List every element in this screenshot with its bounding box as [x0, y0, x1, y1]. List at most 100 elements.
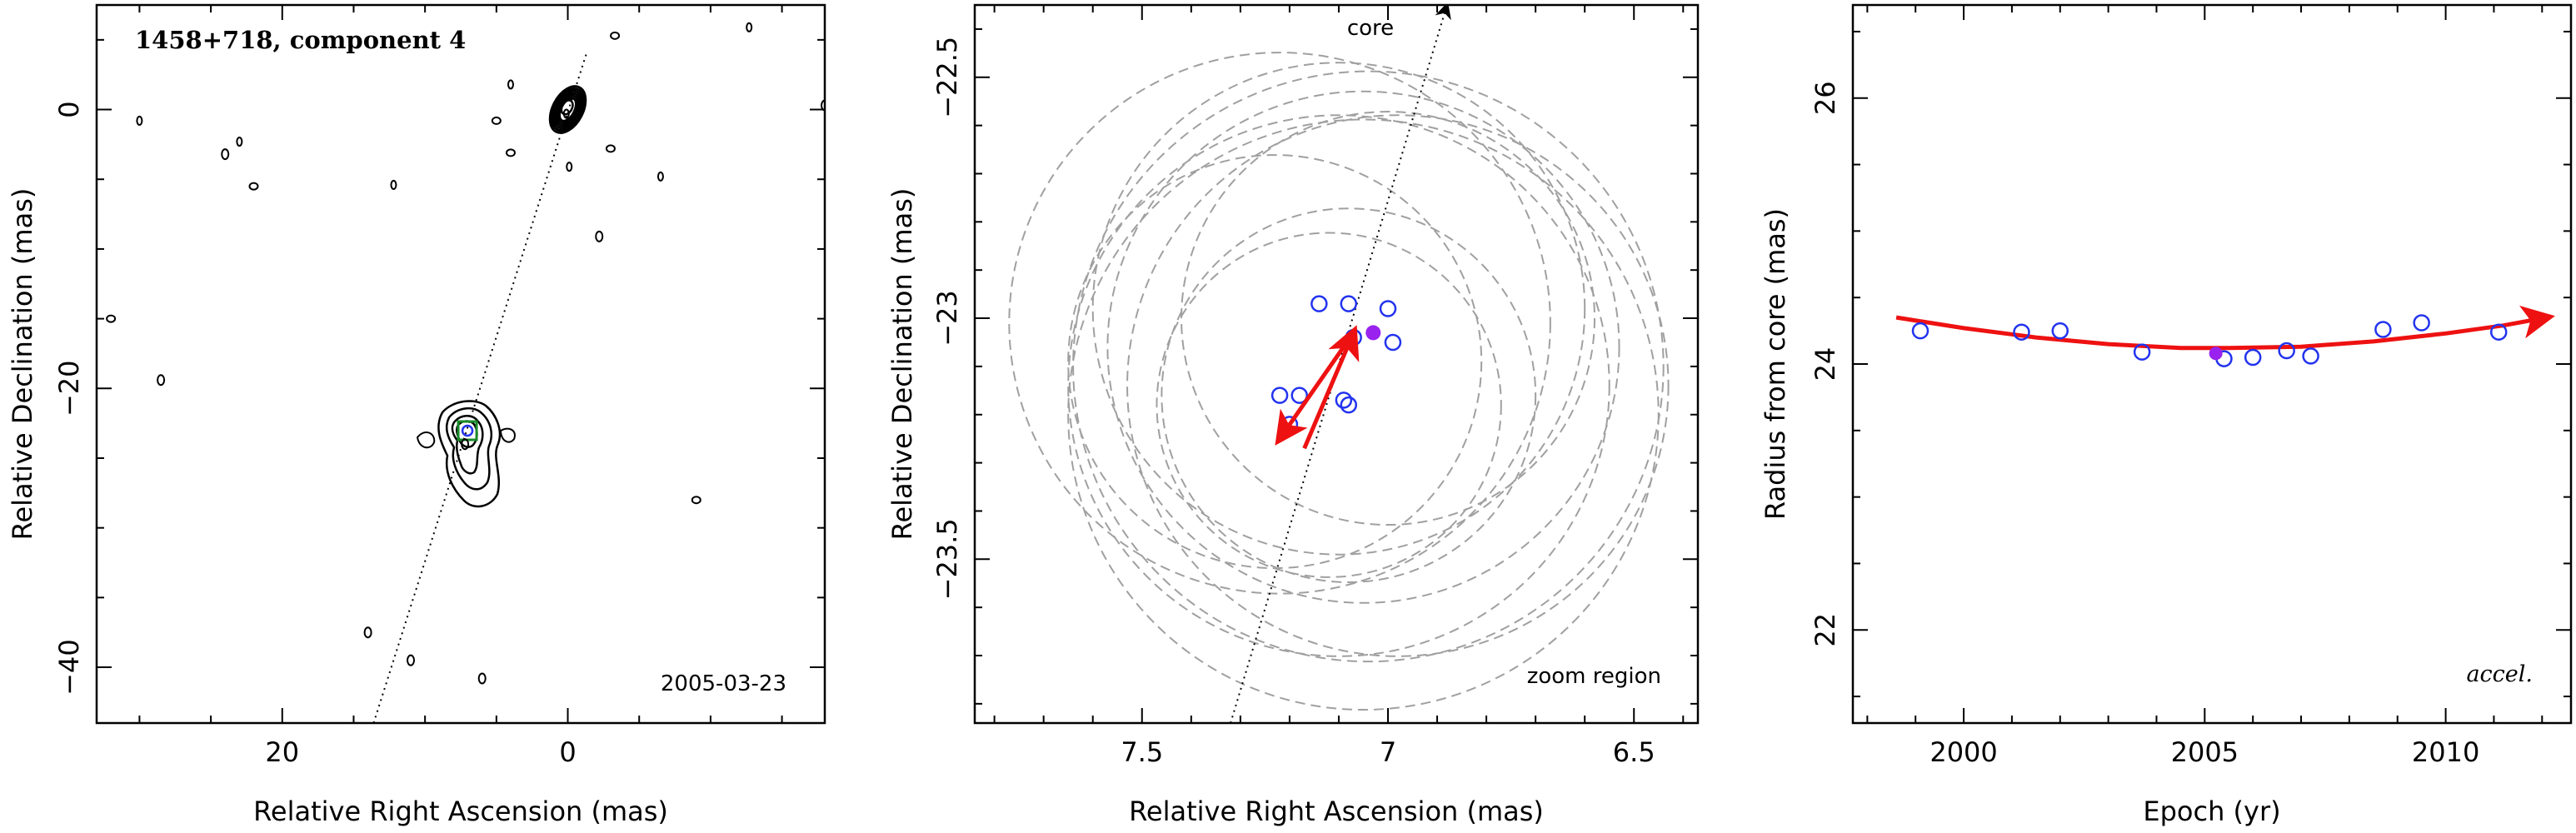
panel-2-zoom-label: zoom region: [1527, 664, 1661, 689]
panel-3-frame: [1851, 3, 2573, 725]
panel-2-y-tick-label: −22.5: [931, 37, 963, 118]
panel-1-x-axis-label: Relative Right Ascension (mas): [253, 796, 668, 827]
noise-island: [746, 22, 753, 32]
panel-1-frame: [95, 3, 826, 725]
core-contour-ring: [551, 87, 586, 132]
noise-island: [390, 179, 397, 190]
beam-circle: [1067, 154, 1483, 570]
panel-3-y-tick-label: 26: [1810, 81, 1841, 115]
panel-2-x-tick-label: 7: [1380, 736, 1396, 768]
panel-2-frame: [973, 3, 1700, 725]
panel-3-y-tick-label: 22: [1810, 613, 1841, 647]
noise-island: [821, 99, 825, 112]
panel-2-core-label: core: [1347, 16, 1394, 41]
beam-circle: [1156, 232, 1502, 578]
panel-1-y-tick-label: −20: [53, 361, 85, 417]
panel-2-x-tick-label: 7.5: [1121, 736, 1163, 768]
epoch-position-point: [1384, 333, 1402, 352]
beam-circle: [1008, 52, 1551, 595]
noise-island: [691, 496, 701, 505]
panel-1-contour-map: 20 0 0 −20 −40 1458+718, component 4 2005-03…: [7, 3, 826, 827]
noise-island: [505, 148, 516, 157]
reference-position-point: [1365, 325, 1381, 341]
component-contour: [445, 407, 492, 491]
panel-3-radius-vs-epoch: 2000 2005 2010 22 24 26 accel. Epoch (yr) Rad…: [1760, 3, 2573, 827]
epoch-position-point: [1379, 300, 1397, 317]
beam-circle: [1072, 70, 1665, 663]
radius-data-point: [2013, 323, 2030, 341]
noise-island: [605, 144, 616, 153]
noise-island: [491, 116, 502, 125]
velocity-arrow: [1275, 331, 1355, 446]
beam-circle: [1106, 90, 1620, 604]
noise-island: [248, 182, 259, 191]
radius-data-point: [2278, 342, 2295, 360]
panel-2-ticks: 7.5 7 6.5 −22.5 −23 −23.5: [931, 5, 1698, 768]
component-marker-circle: [461, 424, 474, 437]
velocity-arrow: [1302, 325, 1360, 450]
beam-circle: [1067, 118, 1660, 711]
panel-3-x-axis-label: Epoch (yr): [2143, 796, 2280, 827]
core-direction-line: [1230, 5, 1451, 723]
radius-data-point: [2302, 347, 2319, 365]
panel-2-zoom-region: 7.5 7 6.5 −22.5 −23 −23.5 core zoom region Re…: [886, 3, 1700, 827]
epoch-position-point: [1340, 295, 1358, 312]
radius-data-point: [1911, 322, 1930, 340]
panel-1-y-axis-label: Relative Declination (mas): [7, 188, 38, 541]
beam-circle: [1126, 114, 1670, 657]
epoch-position-point: [1271, 387, 1289, 404]
panel-3-x-tick-label: 2005: [2171, 736, 2239, 768]
panel-2-x-tick-label: 6.5: [1613, 736, 1655, 768]
component-contour: [417, 431, 436, 449]
panel-3-x-tick-label: 2000: [1930, 736, 1997, 768]
fit-curve: [1895, 305, 2555, 351]
noise-island: [562, 108, 570, 119]
noise-island: [136, 115, 143, 126]
panel-3-y-axis-label: Radius from core (mas): [1760, 208, 1791, 520]
noise-island: [236, 137, 243, 147]
core-contour-ring: [552, 89, 583, 130]
component-contour: [437, 400, 502, 508]
noise-island: [85, 194, 93, 201]
panel-3-accel-label: accel.: [2466, 661, 2533, 687]
noise-island: [461, 438, 470, 451]
reference-epoch-point: [2209, 347, 2223, 361]
radius-data-point: [2244, 348, 2262, 367]
panel-1-x-tick-label: 20: [265, 736, 299, 768]
beam-circle: [1067, 114, 1610, 657]
epoch-position-point: [1335, 392, 1353, 409]
noise-island: [363, 626, 372, 639]
beam-circle: [1161, 207, 1537, 583]
panel-3-marks: [1895, 305, 2555, 367]
noise-island: [221, 148, 230, 161]
panel-1-title: 1458+718, component 4: [135, 26, 466, 54]
radius-data-point: [2489, 323, 2508, 341]
panel-1-x-tick-label: 0: [559, 736, 576, 768]
core-contours: [548, 85, 587, 134]
component-contour: [500, 427, 516, 443]
core-contour-ring: [554, 92, 582, 127]
noise-island: [407, 654, 416, 666]
panel-2-x-axis-label: Relative Right Ascension (mas): [1129, 796, 1544, 827]
radius-data-point: [2051, 322, 2069, 340]
radius-data-point: [2374, 321, 2392, 338]
panel-1-date-label: 2005-03-23: [661, 671, 786, 696]
noise-island: [566, 162, 573, 172]
noise-island: [610, 31, 621, 40]
panel-1-marks: [85, 22, 825, 723]
noise-island: [595, 230, 604, 242]
radius-data-point: [2413, 314, 2430, 332]
panel-3-x-tick-label: 2010: [2412, 736, 2479, 768]
panel-2-marks: [1008, 5, 1670, 723]
panel-3-y-tick-label: 24: [1810, 347, 1841, 382]
epoch-position-point: [1340, 396, 1358, 414]
noise-island: [106, 314, 117, 323]
core-contour-ring: [556, 94, 580, 125]
panel-2-y-tick-label: −23: [931, 290, 963, 347]
epoch-position-point: [1310, 295, 1328, 312]
panel-1-y-tick-label: 0: [53, 101, 85, 117]
noise-island: [157, 374, 166, 387]
epoch-position-point: [1290, 387, 1308, 404]
panel-1-y-tick-label: −40: [53, 639, 85, 696]
